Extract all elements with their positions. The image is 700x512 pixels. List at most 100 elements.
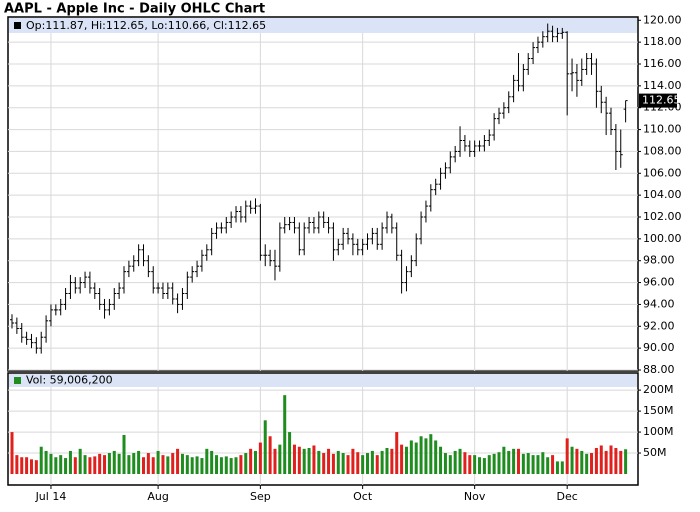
- volume-bar: [273, 448, 277, 474]
- volume-bar: [541, 452, 545, 474]
- x-tick-label: Jul 14: [35, 490, 67, 503]
- volume-bar: [239, 455, 243, 474]
- volume-bar: [341, 453, 345, 474]
- volume-bar: [580, 450, 584, 474]
- volume-bar: [473, 455, 477, 474]
- y-tick-label: 118.00: [643, 35, 682, 48]
- volume-bar: [39, 446, 43, 474]
- volume-bar: [195, 456, 199, 474]
- volume-bar: [619, 450, 623, 474]
- price-panel: [7, 16, 639, 372]
- volume-bar: [258, 442, 262, 474]
- volume-bar: [10, 432, 14, 474]
- volume-bar: [54, 457, 58, 474]
- y-tick-label: 150M: [643, 404, 674, 417]
- volume-bar: [322, 453, 326, 474]
- volume-bar: [68, 450, 72, 474]
- volume-bar: [531, 455, 535, 474]
- volume-bar: [429, 434, 433, 474]
- volume-bar: [93, 456, 97, 474]
- volume-bar: [112, 450, 116, 474]
- price-legend: Op:111.87, Hi:112.65, Lo:110.66, Cl:112.…: [26, 19, 266, 32]
- volume-bar: [424, 438, 428, 474]
- volume-bar: [385, 448, 389, 474]
- volume-bar: [292, 444, 296, 474]
- mark-layer: [10, 23, 628, 474]
- volume-bar: [59, 455, 63, 474]
- volume-bar: [127, 455, 131, 474]
- volume-bar: [521, 453, 525, 474]
- volume-bar: [78, 448, 82, 474]
- volume-bar: [278, 444, 282, 474]
- volume-bar: [117, 453, 121, 474]
- volume-bar: [34, 460, 38, 474]
- y-tick-label: 100M: [643, 425, 674, 438]
- volume-bar: [609, 445, 613, 474]
- volume-bar: [463, 452, 467, 474]
- volume-bar: [366, 453, 370, 474]
- y-tick-label: 116.00: [643, 57, 682, 70]
- volume-bar: [317, 450, 321, 474]
- volume-bar: [312, 445, 316, 474]
- volume-bar: [244, 453, 248, 474]
- volume-bar: [482, 458, 486, 474]
- y-tick-label: 106.00: [643, 166, 682, 179]
- volume-bar: [434, 440, 438, 474]
- y-tick-label: 100.00: [643, 232, 682, 245]
- y-tick-label: 120.00: [643, 13, 682, 26]
- volume-bar: [44, 450, 48, 474]
- volume-bar: [590, 453, 594, 474]
- y-tick-label: 200M: [643, 383, 674, 396]
- volume-bar: [176, 448, 180, 474]
- volume-bar: [215, 455, 219, 474]
- volume-bar: [551, 455, 555, 474]
- volume-bar: [404, 446, 408, 474]
- volume-bar: [585, 453, 589, 474]
- volume-bar: [565, 438, 569, 474]
- volume-legend: Vol: 59,006,200: [26, 374, 113, 387]
- y-tick-label: 114.00: [643, 79, 682, 92]
- last-price-tag: [639, 93, 677, 108]
- volume-bar: [210, 450, 214, 474]
- y-tick-label: 96.00: [643, 276, 675, 289]
- volume-legend-marker: [14, 377, 21, 384]
- volume-bar: [400, 444, 404, 474]
- volume-bar: [492, 453, 496, 474]
- volume-bar: [224, 456, 228, 474]
- volume-bar: [594, 448, 598, 474]
- volume-bar: [331, 453, 335, 474]
- volume-bar: [536, 455, 540, 474]
- volume-bar: [288, 432, 292, 474]
- volume-bar: [497, 452, 501, 474]
- volume-bar: [375, 455, 379, 474]
- volume-bar: [395, 432, 399, 474]
- y-tick-label: 110.00: [643, 123, 682, 136]
- volume-bar: [560, 461, 564, 474]
- volume-bar: [20, 457, 24, 474]
- volume-bar: [458, 448, 462, 474]
- volume-bar: [570, 446, 574, 474]
- volume-bar: [254, 450, 257, 474]
- volume-bar: [336, 450, 340, 474]
- volume-bar: [546, 457, 550, 474]
- volume-bar: [151, 457, 155, 474]
- volume-bar: [351, 448, 355, 474]
- volume-bar: [83, 455, 87, 474]
- volume-bar: [526, 453, 530, 474]
- volume-header: [9, 374, 637, 387]
- volume-bar: [614, 448, 618, 474]
- volume-bar: [88, 457, 92, 474]
- volume-bar: [141, 457, 145, 474]
- volume-bar: [219, 457, 223, 474]
- volume-bar: [599, 445, 603, 474]
- volume-bar: [356, 452, 360, 474]
- chart-title: AAPL - Apple Inc - Daily OHLC Chart: [4, 2, 265, 17]
- volume-bar: [487, 455, 491, 474]
- x-tick-label: Aug: [147, 490, 168, 503]
- last-price-label: 112.65: [642, 94, 681, 107]
- volume-bar: [453, 450, 457, 474]
- volume-bar: [29, 459, 33, 474]
- volume-bar: [107, 453, 111, 474]
- volume-bar: [156, 450, 160, 474]
- x-tick-label: Sep: [250, 490, 271, 503]
